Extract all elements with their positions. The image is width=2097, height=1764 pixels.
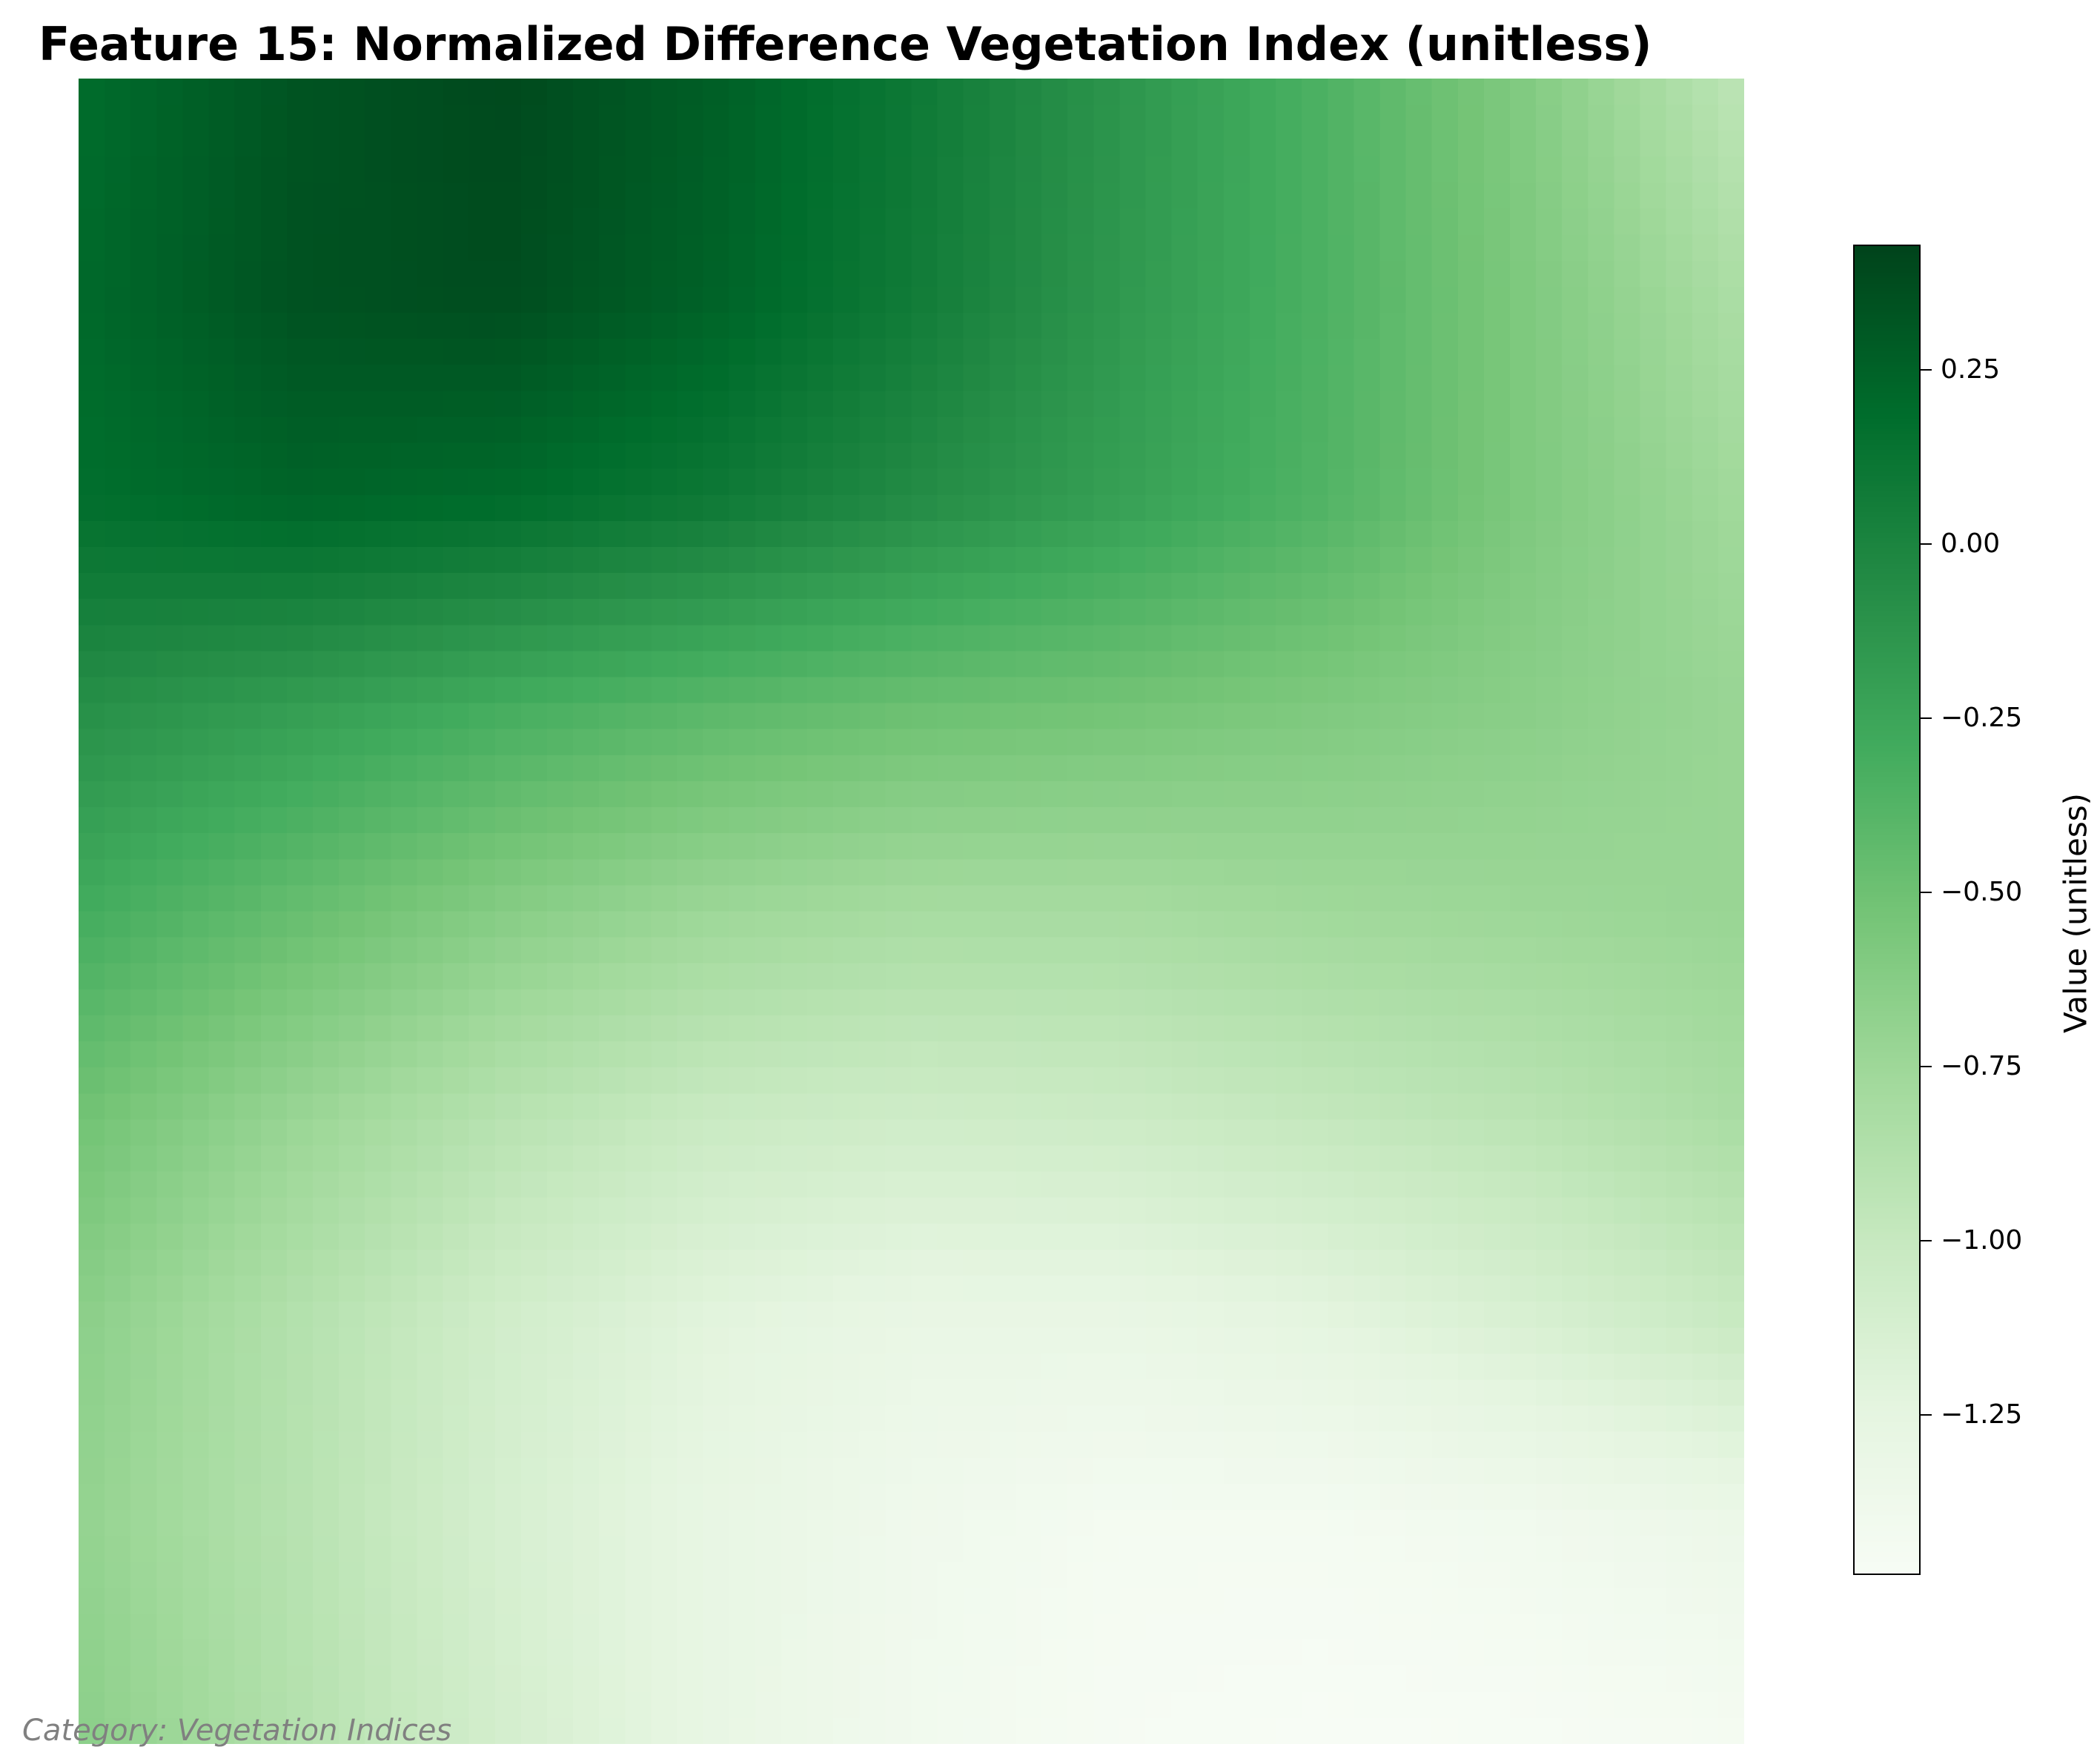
colorbar-gradient	[1853, 245, 1921, 1575]
colorbar-tick-label: −0.50	[1941, 877, 2023, 907]
colorbar-tick	[1921, 717, 1932, 720]
colorbar	[1853, 245, 1921, 1575]
colorbar-tick	[1921, 892, 1932, 893]
colorbar-label: Value (unitless)	[2057, 792, 2094, 1034]
colorbar-tick-label: −1.00	[1941, 1224, 2023, 1256]
colorbar-tick-label: −1.25	[1941, 1399, 2023, 1430]
colorbar-tick-label: 0.00	[1941, 528, 2001, 560]
colorbar-tick-label: −0.75	[1941, 1050, 2023, 1081]
colorbar-frame	[1853, 245, 1921, 1575]
chart-title: Feature 15: Normalized Difference Vegeta…	[39, 17, 1652, 71]
colorbar-tick-label: 0.25	[1941, 354, 2001, 385]
colorbar-tick	[1921, 1239, 1932, 1241]
category-caption: Category: Vegetation Indices	[22, 1714, 452, 1748]
heatmap-plot-area	[79, 79, 1744, 1744]
heatmap-cells	[79, 79, 1744, 1744]
colorbar-tick	[1921, 543, 1932, 546]
colorbar-tick	[1921, 1065, 1932, 1067]
colorbar-tick-label: −0.25	[1941, 703, 2023, 734]
colorbar-tick	[1921, 1413, 1932, 1416]
colorbar-tick	[1921, 369, 1932, 371]
